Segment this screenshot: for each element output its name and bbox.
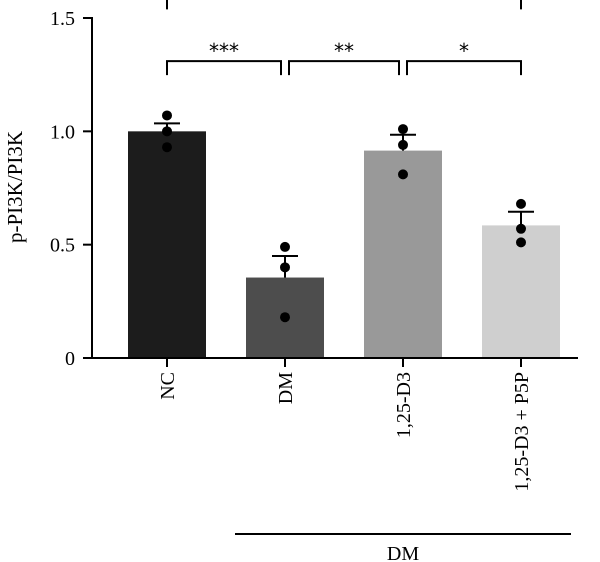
- group-label: DM: [387, 543, 419, 562]
- significance-bracket-1: [166, 60, 282, 76]
- data-point-3-2: [516, 237, 526, 248]
- data-point-1-2: [280, 312, 290, 323]
- category-label-0: NC: [157, 372, 179, 400]
- category-label-1: DM: [275, 372, 297, 404]
- y-tick-label-2: 1.0: [50, 121, 75, 143]
- data-point-0-0: [162, 110, 172, 121]
- bar-0: [128, 131, 206, 358]
- y-axis-title: p-PI3K/PI3K: [3, 131, 27, 243]
- data-point-2-1: [398, 139, 408, 150]
- significance-bracket-0: [166, 0, 522, 10]
- data-point-1-0: [280, 241, 290, 252]
- data-point-2-2: [398, 169, 408, 180]
- y-tick-label-0: 0: [65, 348, 75, 370]
- category-label-3: 1,25-D3 + P5P: [511, 372, 533, 492]
- category-label-2: 1,25-D3: [393, 372, 415, 438]
- significance-label-1: ***: [209, 39, 239, 63]
- data-point-1-1: [280, 262, 290, 273]
- y-tick-label-1: 0.5: [50, 235, 75, 257]
- y-tick-label-3: 1.5: [50, 8, 75, 30]
- data-point-3-1: [516, 223, 526, 234]
- significance-bracket-3: [406, 60, 522, 76]
- data-point-3-0: [516, 198, 526, 209]
- significance-label-3: *: [459, 39, 469, 63]
- data-point-2-0: [398, 124, 408, 135]
- bar-2: [364, 150, 442, 358]
- significance-label-2: **: [334, 39, 354, 63]
- significance-bracket-2: [288, 60, 400, 76]
- data-point-0-2: [162, 142, 172, 153]
- data-point-0-1: [162, 126, 172, 137]
- bar-3: [482, 225, 560, 358]
